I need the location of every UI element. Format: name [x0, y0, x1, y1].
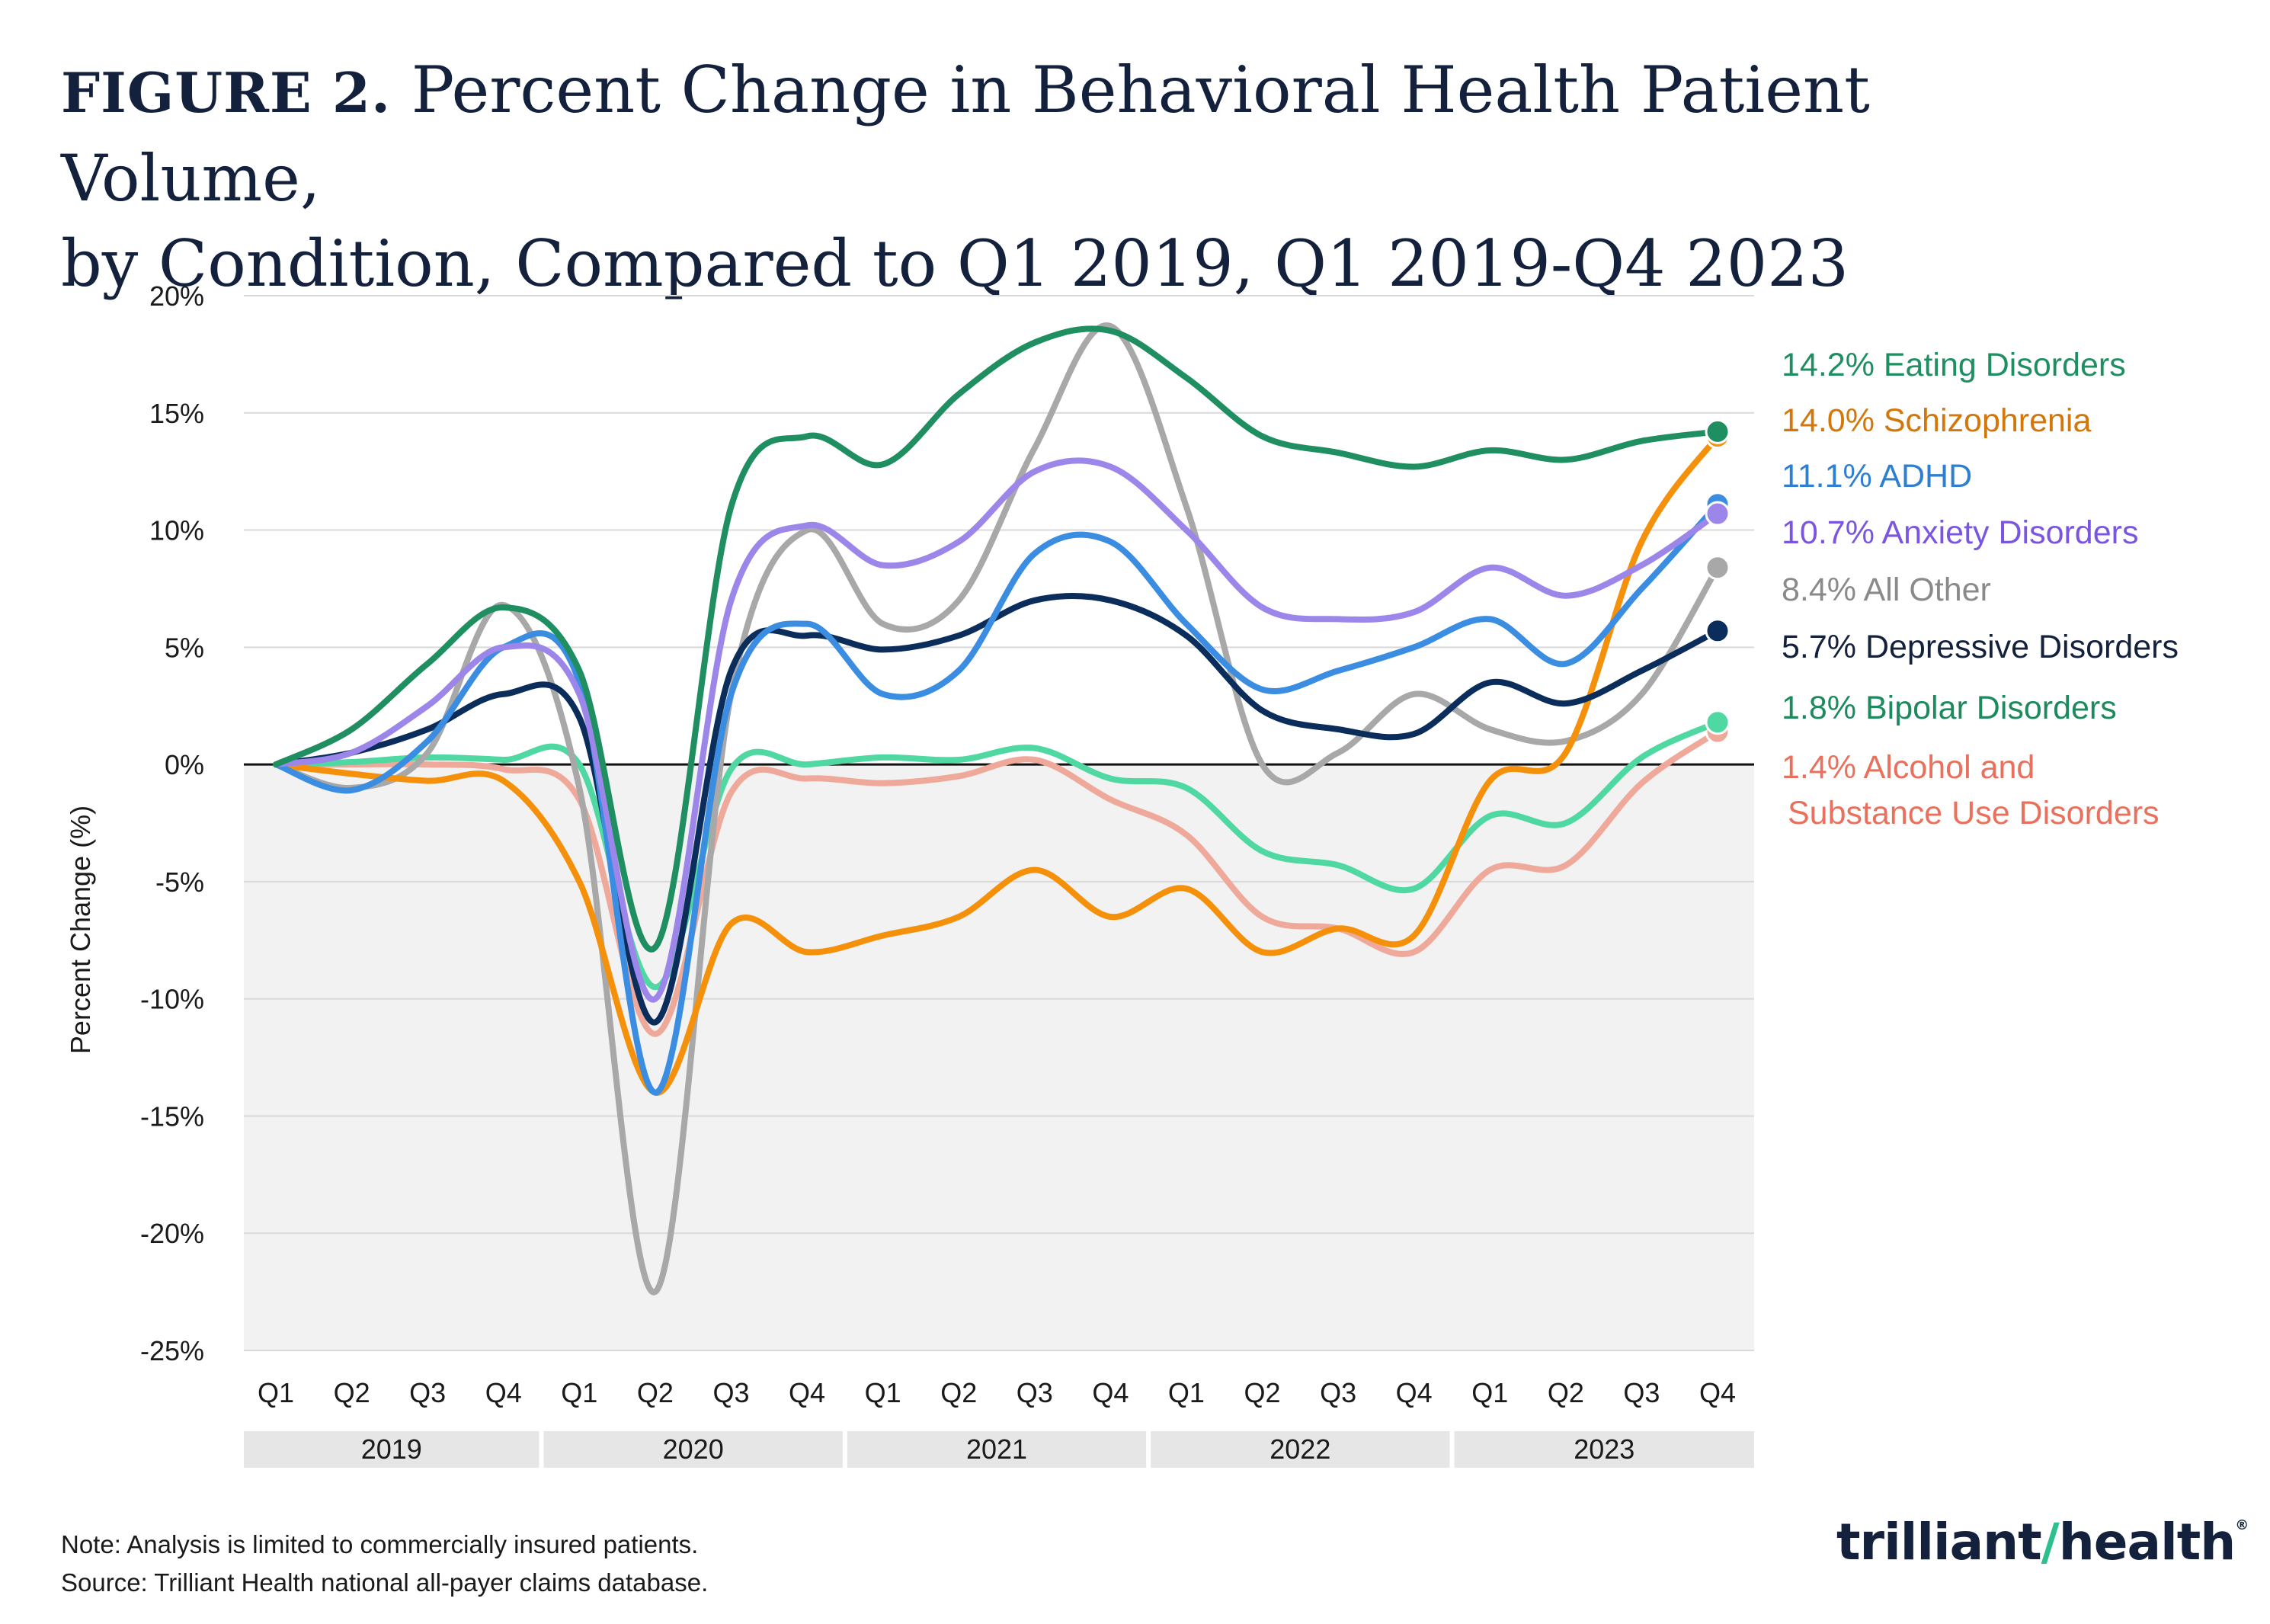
- end-marker-eating-disorders: [1705, 418, 1731, 444]
- x-tick-label: Q3: [1017, 1377, 1053, 1408]
- series-lines: [273, 322, 1731, 1296]
- year-band: [543, 1431, 843, 1468]
- legend-anxiety-disorders: 10.7% Anxiety Disorders: [1782, 514, 2138, 551]
- figure-label: FIGURE 2.: [61, 60, 392, 125]
- x-tick-label: Q3: [1623, 1377, 1660, 1408]
- x-tick-label: Q1: [561, 1377, 597, 1408]
- series-line-schizophrenia: [273, 433, 1721, 1096]
- x-tick-label: Q4: [789, 1377, 825, 1408]
- y-axis-ticks: 20% 15% 10% 5% 0% -5% -10% -15% -20% -25%: [140, 280, 204, 1366]
- y-tick-label: -15%: [140, 1100, 204, 1132]
- y-tick-label: 0%: [165, 749, 204, 780]
- chart-title: FIGURE 2. Percent Change in Behavioral H…: [61, 47, 2118, 306]
- y-tick-label: -5%: [155, 866, 204, 898]
- year-label: 2023: [1574, 1433, 1634, 1465]
- y-tick-label: 10%: [149, 515, 204, 546]
- x-tick-label: Q4: [485, 1377, 522, 1408]
- x-tick-label: Q2: [940, 1377, 977, 1408]
- end-marker-bipolar-disorders: [1705, 709, 1731, 735]
- y-tick-label: -20%: [140, 1218, 204, 1249]
- series-line-adhd: [273, 501, 1721, 1096]
- legend-adhd: 11.1% ADHD: [1782, 458, 1972, 495]
- legend-depressive-disorders: 5.7% Depressive Disorders: [1782, 629, 2179, 665]
- logo-part1: trilliant: [1836, 1513, 2042, 1571]
- x-axis-ticks: Q1 Q2 Q3 Q4 Q1 Q2 Q3 Q4 Q1 Q2 Q3 Q4 Q1 Q2 Q3 Q4 Q1 Q2 Q3 Q4…: [244, 1377, 1754, 1468]
- y-tick-label: -10%: [140, 984, 204, 1015]
- year-label: 2021: [966, 1433, 1027, 1465]
- legend-alcohol-and-substance-use-disorders-line2: Substance Use Disorders: [1788, 795, 2160, 831]
- end-marker-anxiety-disorders: [1705, 501, 1731, 527]
- end-marker-depressive-disorders: [1705, 618, 1731, 644]
- logo-registered-mark: ®: [2235, 1517, 2249, 1533]
- legend-alcohol-and-substance-use-disorders: 1.4% Alcohol and: [1782, 749, 2035, 786]
- note-text: Note: Analysis is limited to commerciall…: [61, 1530, 699, 1558]
- year-band: [847, 1431, 1147, 1468]
- y-tick-label: 15%: [149, 398, 204, 429]
- year-band: [1454, 1431, 1754, 1468]
- y-tick-label: -25%: [140, 1335, 204, 1366]
- y-axis-label: Percent Change (%): [65, 806, 96, 1054]
- year-band: [1151, 1431, 1450, 1468]
- x-tick-label: Q2: [637, 1377, 674, 1408]
- legend-eating-disorders: 14.2% Eating Disorders: [1782, 347, 2126, 383]
- x-tick-label: Q1: [1168, 1377, 1205, 1408]
- x-tick-label: Q3: [712, 1377, 749, 1408]
- footnotes: Note: Analysis is limited to commerciall…: [61, 1526, 708, 1602]
- series-line-alcohol-and-substance-use-disorders: [273, 729, 1721, 1037]
- x-tick-label: Q2: [1548, 1377, 1584, 1408]
- x-tick-label: Q3: [1320, 1377, 1356, 1408]
- series-line-eating-disorders: [273, 325, 1721, 953]
- x-tick-label: Q1: [258, 1377, 294, 1408]
- x-tick-label: Q4: [1699, 1377, 1736, 1408]
- series-line-depressive-disorders: [273, 593, 1721, 1026]
- year-label: 2020: [663, 1433, 724, 1465]
- title-line1: Percent Change in Behavioral Health Pati…: [61, 53, 1870, 216]
- end-marker-all-other: [1705, 555, 1731, 581]
- year-band: [244, 1431, 539, 1468]
- year-label: 2019: [361, 1433, 422, 1465]
- legend-bipolar-disorders: 1.8% Bipolar Disorders: [1782, 690, 2117, 726]
- y-tick-label: 20%: [149, 280, 204, 312]
- legend-all-other: 8.4% All Other: [1782, 572, 1991, 608]
- x-tick-label: Q4: [1396, 1377, 1433, 1408]
- source-text: Source: Trilliant Health national all-pa…: [61, 1568, 709, 1597]
- logo-part2: health: [2058, 1513, 2236, 1571]
- logo-swoosh-icon: /: [2041, 1513, 2060, 1571]
- x-tick-label: Q1: [865, 1377, 901, 1408]
- series-line-all-other: [273, 322, 1721, 1296]
- x-tick-label: Q1: [1471, 1377, 1508, 1408]
- x-tick-label: Q3: [409, 1377, 446, 1408]
- x-tick-label: Q2: [334, 1377, 370, 1408]
- year-label: 2022: [1269, 1433, 1330, 1465]
- legend: 14.2% Eating Disorders 14.0% Schizophreni…: [1782, 347, 2179, 831]
- trilliant-health-logo: trilliant/health®: [1836, 1513, 2249, 1571]
- plot-background: [244, 764, 1754, 1350]
- negative-region-shade: [244, 764, 1754, 1350]
- title-line2: by Condition, Compared to Q1 2019, Q1 20…: [61, 226, 1849, 301]
- x-tick-label: Q2: [1244, 1377, 1281, 1408]
- series-line-anxiety-disorders: [273, 457, 1721, 1003]
- legend-schizophrenia: 14.0% Schizophrenia: [1782, 402, 2091, 439]
- y-tick-label: 5%: [165, 632, 204, 663]
- x-tick-label: Q4: [1092, 1377, 1129, 1408]
- series-line-bipolar-disorders: [273, 719, 1721, 991]
